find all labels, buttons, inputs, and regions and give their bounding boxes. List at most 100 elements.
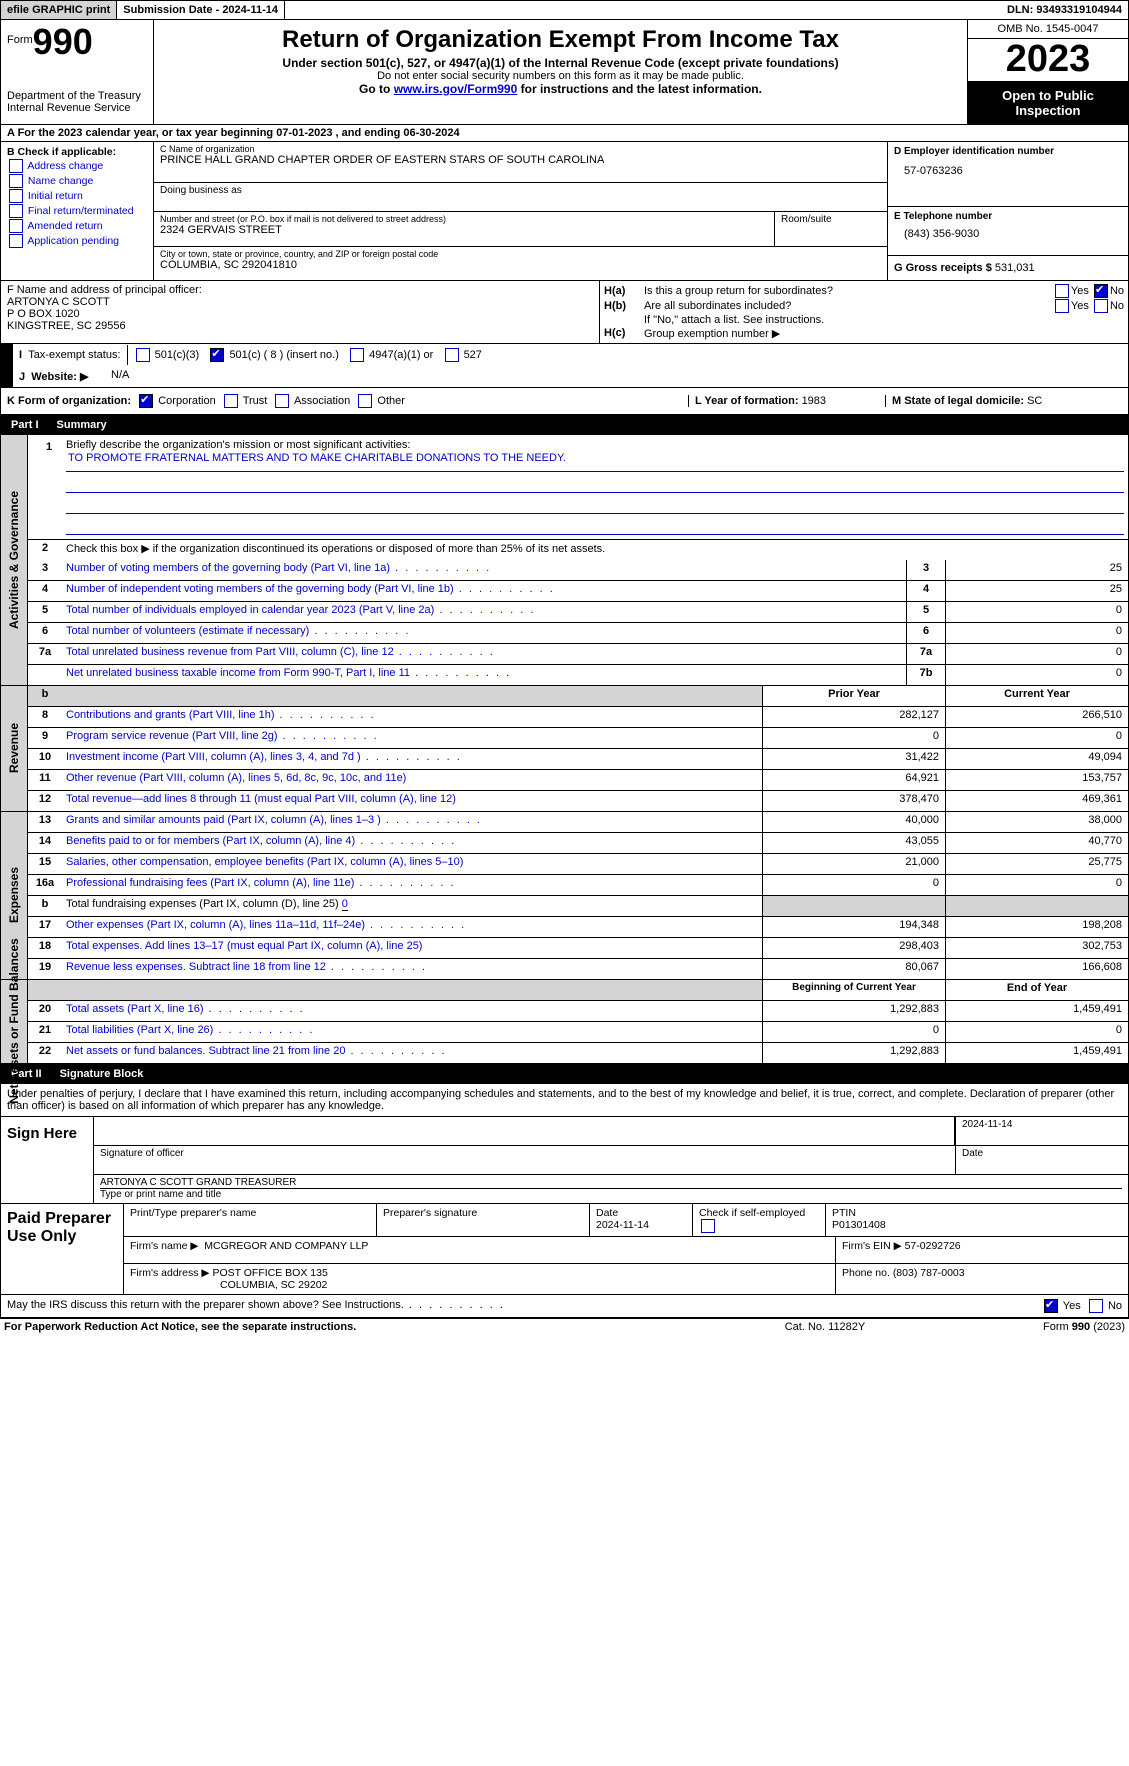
line-12-cy: 469,361 [945, 791, 1128, 811]
firm-addr2: COLUMBIA, SC 29202 [220, 1279, 327, 1291]
submission-date: Submission Date - 2024-11-14 [117, 1, 285, 19]
check-final-return[interactable]: Final return/terminated [7, 204, 147, 218]
state-domicile: SC [1027, 395, 1042, 407]
paid-preparer-block: Paid Preparer Use Only Print/Type prepar… [0, 1204, 1129, 1295]
line-14-py: 43,055 [762, 833, 945, 853]
line-20-b: 1,292,883 [762, 1001, 945, 1021]
hb-no[interactable] [1094, 299, 1108, 313]
firm-ein: 57-0292726 [905, 1240, 961, 1252]
line-11-py: 64,921 [762, 770, 945, 790]
row-k-l-m: K Form of organization: Corporation Trus… [0, 388, 1129, 415]
discuss-row: May the IRS discuss this return with the… [0, 1295, 1129, 1318]
line-21-b: 0 [762, 1022, 945, 1042]
ck-501c3[interactable] [136, 348, 150, 362]
firm-addr1: POST OFFICE BOX 135 [212, 1267, 327, 1279]
officer-name: ARTONYA C SCOTT GRAND TREASURER [100, 1177, 1122, 1188]
part-1-header: Part I Summary [0, 415, 1129, 435]
irs-link[interactable]: www.irs.gov/Form990 [394, 82, 518, 96]
check-initial-return[interactable]: Initial return [7, 189, 147, 203]
cat-no: Cat. No. 11282Y [725, 1321, 925, 1333]
line-5-val: 0 [945, 602, 1128, 622]
line-3-val: 25 [945, 560, 1128, 580]
dln: DLN: 93493319104944 [1001, 1, 1128, 19]
line-13-cy: 38,000 [945, 812, 1128, 832]
line-17-cy: 198,208 [945, 917, 1128, 937]
dept-label: Department of the Treasury Internal Reve… [7, 90, 147, 114]
line-15-py: 21,000 [762, 854, 945, 874]
ck-4947[interactable] [350, 348, 364, 362]
row-i-tax-exempt: I Tax-exempt status: 501(c)(3) 501(c) ( … [0, 344, 1129, 366]
line-7b-val: 0 [945, 665, 1128, 685]
ck-corp[interactable] [139, 394, 153, 408]
topbar: efile GRAPHIC print Submission Date - 20… [0, 0, 1129, 20]
signature-intro: Under penalties of perjury, I declare th… [0, 1084, 1129, 1117]
line-17-py: 194,348 [762, 917, 945, 937]
section-b-g: B Check if applicable: Address change Na… [0, 142, 1129, 281]
ck-self-employed[interactable] [701, 1219, 715, 1233]
form-word: Form [7, 34, 33, 46]
org-name: PRINCE HALL GRAND CHAPTER ORDER OF EASTE… [160, 154, 881, 166]
col-c-org-info: C Name of organization PRINCE HALL GRAND… [154, 142, 887, 280]
ck-527[interactable] [445, 348, 459, 362]
ha-no[interactable] [1094, 284, 1108, 298]
line-8-cy: 266,510 [945, 707, 1128, 727]
ck-trust[interactable] [224, 394, 238, 408]
section-f-h: F Name and address of principal officer:… [0, 281, 1129, 344]
phone-value: (843) 356-9030 [894, 228, 1122, 240]
check-address-change[interactable]: Address change [7, 159, 147, 173]
line-9-py: 0 [762, 728, 945, 748]
h-block: H(a) Is this a group return for subordin… [600, 281, 1128, 343]
tax-year: 2023 [968, 39, 1128, 82]
form-title: Return of Organization Exempt From Incom… [164, 26, 957, 54]
form-number: 990 [33, 24, 93, 60]
hb-yes[interactable] [1055, 299, 1069, 313]
subtitle-3: Go to www.irs.gov/Form990 for instructio… [164, 82, 957, 96]
prep-date: 2024-11-14 [596, 1219, 649, 1231]
ck-other[interactable] [358, 394, 372, 408]
sign-here-block: Sign Here 2024-11-14 Signature of office… [0, 1117, 1129, 1204]
principal-officer: F Name and address of principal officer:… [1, 281, 600, 343]
check-amended[interactable]: Amended return [7, 219, 147, 233]
subtitle-1: Under section 501(c), 527, or 4947(a)(1)… [164, 56, 957, 70]
check-name-change[interactable]: Name change [7, 174, 147, 188]
line-19-py: 80,067 [762, 959, 945, 979]
line-12-py: 378,470 [762, 791, 945, 811]
line-18-cy: 302,753 [945, 938, 1128, 958]
row-j-website: J Website: ▶ N/A [0, 366, 1129, 388]
page-footer: For Paperwork Reduction Act Notice, see … [0, 1318, 1129, 1335]
line-22-e: 1,459,491 [945, 1043, 1128, 1063]
sign-date: 2024-11-14 [955, 1117, 1128, 1145]
line-16b-py [762, 896, 945, 916]
line-21-e: 0 [945, 1022, 1128, 1042]
line-10-py: 31,422 [762, 749, 945, 769]
firm-name: MCGREGOR AND COMPANY LLP [204, 1240, 368, 1252]
line-13-py: 40,000 [762, 812, 945, 832]
part-2-header: Part II Signature Block [0, 1064, 1129, 1084]
row-a-tax-year: A For the 2023 calendar year, or tax yea… [0, 125, 1129, 142]
omb-number: OMB No. 1545-0047 [968, 20, 1128, 39]
subtitle-2: Do not enter social security numbers on … [164, 70, 957, 82]
net-assets-section: Net Assets or Fund Balances Beginning of… [0, 980, 1129, 1064]
col-b-checkboxes: B Check if applicable: Address change Na… [1, 142, 154, 280]
col-d-e-g: D Employer identification number 57-0763… [887, 142, 1128, 280]
line-7a-val: 0 [945, 644, 1128, 664]
discuss-yes[interactable] [1044, 1299, 1058, 1313]
revenue-section: Revenue bPrior YearCurrent Year 8Contrib… [0, 686, 1129, 812]
line-16a-cy: 0 [945, 875, 1128, 895]
efile-label: efile GRAPHIC print [1, 1, 117, 19]
activities-governance-section: Activities & Governance 1 Briefly descri… [0, 435, 1129, 686]
ck-501c[interactable] [210, 348, 224, 362]
mission-text: TO PROMOTE FRATERNAL MATTERS AND TO MAKE… [66, 451, 1124, 472]
line-10-cy: 49,094 [945, 749, 1128, 769]
year-formation: 1983 [802, 395, 826, 407]
open-to-public: Open to Public Inspection [968, 82, 1128, 124]
discuss-no[interactable] [1089, 1299, 1103, 1313]
line-11-cy: 153,757 [945, 770, 1128, 790]
city-state-zip: COLUMBIA, SC 292041810 [160, 259, 881, 271]
line-16b-cy [945, 896, 1128, 916]
check-application-pending[interactable]: Application pending [7, 234, 147, 248]
firm-phone: (803) 787-0003 [893, 1267, 965, 1279]
ck-assoc[interactable] [275, 394, 289, 408]
line-18-py: 298,403 [762, 938, 945, 958]
ha-yes[interactable] [1055, 284, 1069, 298]
